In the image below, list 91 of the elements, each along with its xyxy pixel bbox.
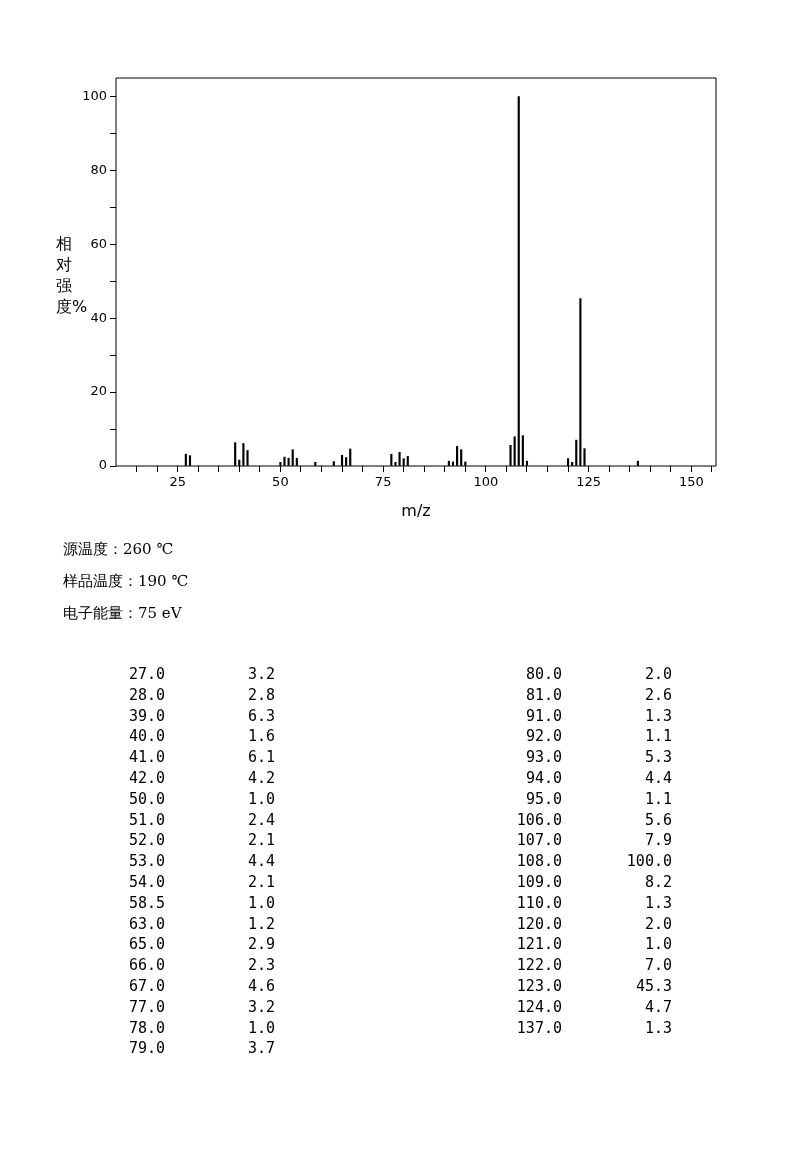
- text: 121.0: [515, 934, 562, 956]
- text: 137.0: [515, 1017, 562, 1039]
- text: 4.4: [246, 851, 275, 872]
- text: 8.2: [643, 871, 672, 893]
- text: 106.0: [515, 809, 562, 831]
- text: 1.0: [246, 1017, 275, 1039]
- x-tick-label: 125: [576, 474, 602, 490]
- text: 92.0: [524, 726, 562, 748]
- text: 120.0: [515, 913, 562, 935]
- text: 2.6: [643, 684, 672, 706]
- text: 4.4: [643, 768, 672, 789]
- text: 1.3: [643, 1017, 672, 1039]
- text: 1.0: [246, 892, 275, 914]
- text: 63.0: [127, 913, 165, 935]
- x-tick-label: 75: [374, 474, 392, 490]
- text: 45.3: [634, 975, 672, 997]
- text: 3.2: [246, 664, 275, 685]
- text: 50.0: [127, 788, 165, 810]
- text: 2.1: [246, 871, 275, 893]
- text: 2.0: [643, 664, 672, 685]
- y-tick-label: 80: [90, 161, 107, 177]
- x-tick-label: 50: [272, 474, 289, 490]
- text: 80.0: [524, 664, 562, 685]
- x-tick-label: 25: [169, 474, 186, 490]
- x-tick-label: 150: [678, 474, 704, 490]
- text: 样品温度：190 ℃: [63, 572, 189, 591]
- y-tick-label: 60: [90, 235, 107, 251]
- text: 1.6: [246, 726, 275, 748]
- x-tick-label: 100: [473, 474, 499, 490]
- text: 52.0: [127, 830, 165, 852]
- text: 78.0: [127, 1017, 165, 1039]
- text: 79.0: [127, 1038, 165, 1060]
- text: 1.2: [246, 913, 275, 935]
- text: 2.0: [643, 913, 672, 935]
- text: 122.0: [515, 955, 562, 976]
- text: 95.0: [524, 788, 562, 810]
- text: 4.6: [246, 975, 275, 997]
- text: 电子能量：75 eV: [63, 604, 182, 623]
- text: 77.0: [127, 996, 165, 1018]
- text: 93.0: [524, 747, 562, 768]
- x-axis-title: m/z: [401, 500, 431, 520]
- text: 2.4: [246, 809, 275, 831]
- y-tick-label: 40: [90, 309, 107, 325]
- text: 源温度：260 ℃: [63, 540, 174, 559]
- text: 3.7: [246, 1038, 275, 1060]
- text: 123.0: [515, 975, 562, 997]
- text: 2.8: [246, 684, 275, 706]
- text: 5.3: [643, 747, 672, 768]
- text: 7.9: [643, 830, 672, 852]
- text: 51.0: [127, 809, 165, 831]
- text: 1.0: [643, 934, 672, 956]
- y-tick-label: 0: [98, 457, 107, 473]
- text: 108.0: [515, 851, 562, 872]
- text: 41.0: [127, 747, 165, 768]
- text: 7.0: [643, 955, 672, 976]
- text: 5.6: [643, 809, 672, 831]
- text: 1.3: [643, 705, 672, 727]
- text: 94.0: [524, 768, 562, 789]
- text: 2.9: [246, 934, 275, 956]
- text: 2.1: [246, 830, 275, 852]
- text: 107.0: [515, 830, 562, 852]
- text: 4.2: [246, 768, 275, 789]
- text: 53.0: [127, 851, 165, 872]
- text: 42.0: [127, 768, 165, 789]
- text: 58.5: [127, 892, 165, 914]
- text: 1.0: [246, 788, 275, 810]
- text: 40.0: [127, 726, 165, 748]
- y-tick-label: 20: [90, 383, 107, 399]
- text: 65.0: [127, 934, 165, 956]
- text: 3.2: [246, 996, 275, 1018]
- text: 1.3: [643, 892, 672, 914]
- text: 6.1: [246, 747, 275, 768]
- text: 67.0: [127, 975, 165, 997]
- text: 1.1: [643, 726, 672, 748]
- text: 28.0: [127, 684, 165, 706]
- text: 110.0: [515, 892, 562, 914]
- text: 81.0: [524, 684, 562, 706]
- text: 4.7: [643, 996, 672, 1018]
- y-tick-label: 100: [82, 87, 107, 103]
- text: 66.0: [127, 955, 165, 976]
- text: 54.0: [127, 871, 165, 893]
- text: 100.0: [625, 851, 672, 872]
- text: 6.3: [246, 705, 275, 727]
- text: 39.0: [127, 705, 165, 727]
- text: 27.0: [127, 664, 165, 685]
- text: 91.0: [524, 705, 562, 727]
- text: 124.0: [515, 996, 562, 1018]
- y-axis-title: 相对强度%: [56, 234, 88, 318]
- text: 2.3: [246, 955, 275, 976]
- text: 109.0: [515, 871, 562, 893]
- text: 1.1: [643, 788, 672, 810]
